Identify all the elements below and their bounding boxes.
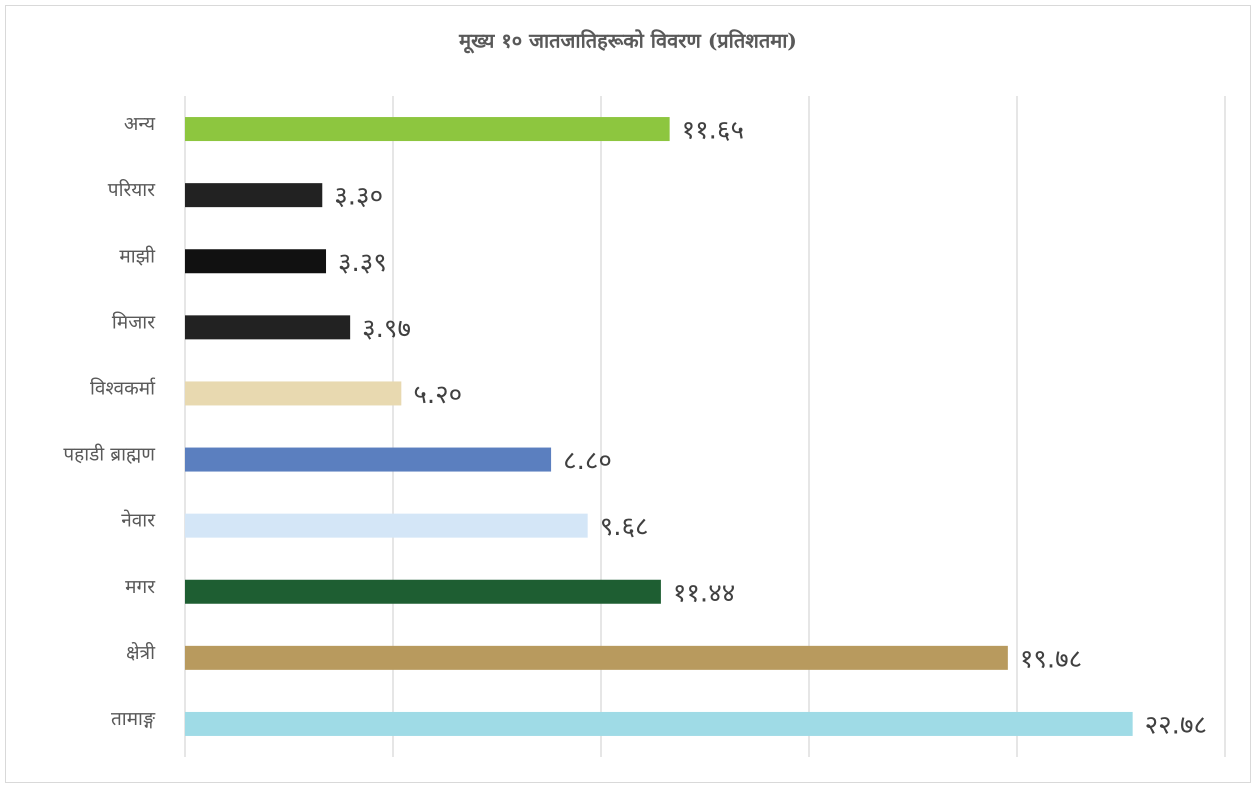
y-tick-label: मगर — [125, 576, 156, 598]
value-label: ८.८० — [563, 446, 612, 476]
y-tick-label: नेवार — [121, 509, 156, 532]
value-label: १९.७८ — [1020, 644, 1082, 674]
y-tick-label: पहाडी ब्राह्मण — [63, 443, 155, 466]
value-label: ५.२० — [413, 380, 462, 410]
value-label: ११.४४ — [673, 578, 735, 608]
y-tick-label: क्षेत्री — [126, 641, 156, 664]
chart-title: मूख्य १० जातजातिहरूको विवरण (प्रतिशतमा) — [458, 29, 797, 54]
y-tick-label: अन्य — [124, 113, 156, 135]
bar — [185, 249, 327, 274]
value-label: ३.९७ — [362, 314, 411, 344]
value-label: ३.३० — [334, 182, 383, 212]
bar — [185, 117, 670, 142]
bar — [185, 447, 552, 472]
y-tick-label: मिजार — [112, 310, 156, 333]
y-tick-label: विश्वकर्मा — [90, 376, 156, 399]
value-label: २२.७८ — [1145, 710, 1207, 740]
bar — [185, 513, 588, 538]
y-tick-label: परियार — [108, 178, 156, 201]
bar — [185, 381, 402, 406]
value-label: ११.६५ — [682, 116, 744, 146]
value-label: ३.३९ — [338, 248, 387, 278]
bar — [185, 315, 351, 340]
bar — [185, 183, 323, 208]
y-tick-label: तामाङ्ग — [111, 708, 156, 730]
y-tick-label: माझी — [119, 244, 156, 267]
bar — [185, 645, 1008, 670]
value-label: ९.६८ — [600, 512, 649, 542]
bar — [185, 579, 661, 604]
bar — [185, 711, 1133, 736]
